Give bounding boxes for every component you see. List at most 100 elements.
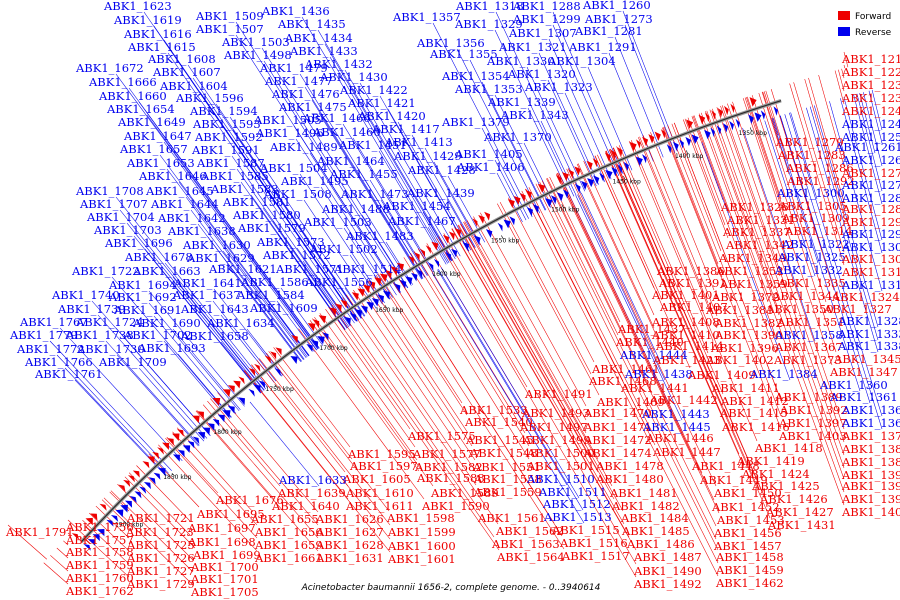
gene-label: ABK1_1588 — [416, 471, 485, 485]
gene-label: ABK1_1491 — [524, 387, 593, 401]
gene-label: ABK1_1466 — [302, 111, 371, 125]
gene-label: ABK1_1488 — [321, 202, 390, 216]
leader-line — [609, 149, 771, 519]
gene-label: ABK1_1360 — [819, 378, 888, 392]
gene-label: ABK1_1700 — [190, 560, 259, 574]
gene-label: ABK1_1698 — [187, 535, 256, 549]
gene-label: ABK1_1597 — [349, 459, 418, 473]
reverse-gene-arrow — [394, 283, 401, 292]
leader-line — [859, 93, 876, 154]
leader-line — [344, 69, 456, 260]
gene-label: ABK1_1423 — [652, 353, 721, 367]
gene-label: ABK1_1575 — [407, 429, 476, 443]
gene-label: ABK1_1448 — [691, 459, 760, 473]
gene-label: ABK1_1661 — [254, 551, 323, 565]
gene-label: ABK1_1658 — [180, 329, 249, 343]
leader-line — [481, 81, 547, 211]
leader-line — [480, 212, 587, 407]
gene-label: ABK1_1619 — [113, 13, 182, 27]
leader-line — [232, 129, 362, 319]
leader-line — [558, 172, 703, 474]
leader-line — [784, 114, 883, 430]
leader-line — [126, 222, 263, 392]
leader-line — [674, 122, 783, 404]
leader-line — [432, 22, 533, 218]
gene-label: ABK1_1352 — [715, 264, 784, 278]
gene-label: ABK1_1678 — [124, 250, 193, 264]
gene-label: ABK1_1290 — [841, 215, 900, 229]
gene-label: ABK1_1630 — [182, 238, 251, 252]
gene-label: ABK1_1385 — [841, 455, 900, 469]
reverse-gene-arrow — [202, 427, 211, 436]
gene-label: ABK1_1354 — [441, 69, 510, 83]
gene-label: ABK1_1561 — [477, 511, 546, 525]
forward-gene-arrow — [642, 136, 649, 146]
gene-label: ABK1_1594 — [189, 104, 258, 118]
gene-label: ABK1_1551 — [472, 460, 541, 474]
forward-gene-arrow — [127, 475, 135, 483]
reverse-gene-arrow — [562, 189, 569, 199]
kbp-tick-mark — [384, 304, 388, 309]
gene-label: ABK1_1416 — [721, 420, 790, 434]
reverse-gene-arrow — [344, 316, 351, 326]
gene-label: ABK1_1230 — [841, 78, 900, 92]
leader-line — [630, 140, 758, 442]
forward-gene-arrow — [574, 166, 581, 176]
gene-label: ABK1_1359 — [719, 277, 788, 291]
leader-line — [446, 198, 475, 249]
reverse-gene-arrow — [182, 445, 191, 453]
gene-label: ABK1_1291 — [568, 40, 637, 54]
leader-line — [495, 11, 582, 194]
reverse-gene-arrow — [550, 195, 557, 205]
reverse-gene-arrow — [322, 332, 329, 341]
leader-line — [566, 168, 717, 487]
gene-label: ABK1_1427 — [765, 505, 834, 519]
leader-line — [146, 114, 319, 349]
gene-label: ABK1_1623 — [103, 0, 172, 13]
gene-label: ABK1_1311 — [841, 265, 900, 279]
forward-gene-arrow — [222, 389, 231, 398]
reverse-gene-arrow — [143, 481, 151, 490]
forward-gene-arrow — [525, 189, 532, 199]
leader-line — [868, 90, 883, 144]
gene-label: ABK1_1472 — [583, 433, 652, 447]
gene-label: ABK1_1489 — [269, 140, 338, 154]
forward-gene-arrow — [340, 299, 348, 309]
gene-label: ABK1_1420 — [357, 109, 426, 123]
gene-label: ABK1_1512 — [542, 497, 611, 511]
gene-label: ABK1_1722 — [71, 264, 140, 278]
leader-line — [662, 127, 782, 430]
reverse-gene-arrow — [605, 169, 613, 179]
gene-label: ABK1_1601 — [387, 552, 456, 566]
reverse-gene-arrow — [120, 504, 128, 513]
leader-line — [115, 73, 319, 350]
leader-line — [367, 280, 469, 434]
leader-line — [185, 196, 307, 358]
leader-line — [843, 51, 849, 68]
kbp-tick-mark — [623, 175, 626, 180]
gene-label: ABK1_1277 — [841, 178, 900, 192]
forward-gene-arrow — [363, 284, 371, 294]
leader-line — [427, 226, 450, 263]
gene-label: ABK1_1251 — [841, 130, 900, 144]
gene-label: ABK1_1391 — [658, 276, 727, 290]
gene-label: ABK1_1729 — [126, 577, 195, 591]
gene-label: ABK1_1730 — [76, 342, 145, 356]
leader-line — [698, 113, 769, 303]
leader-line — [377, 273, 463, 404]
gene-label: ABK1_1593 — [192, 117, 261, 131]
leader-line — [163, 340, 231, 419]
leader-line — [166, 168, 308, 358]
gene-label: ABK1_1295 — [841, 227, 900, 241]
leader-line — [443, 233, 637, 565]
leader-line — [789, 83, 845, 266]
gene-label: ABK1_1676 — [215, 493, 284, 507]
leader-line — [605, 151, 745, 468]
gene-label: ABK1_1699 — [192, 548, 261, 562]
gene-label: ABK1_1725 — [126, 538, 195, 552]
leader-line — [763, 91, 779, 136]
leader-line — [834, 70, 845, 105]
gene-label: ABK1_1498 — [223, 48, 292, 62]
forward-gene-arrow — [711, 110, 716, 120]
leader-line — [7, 524, 48, 560]
